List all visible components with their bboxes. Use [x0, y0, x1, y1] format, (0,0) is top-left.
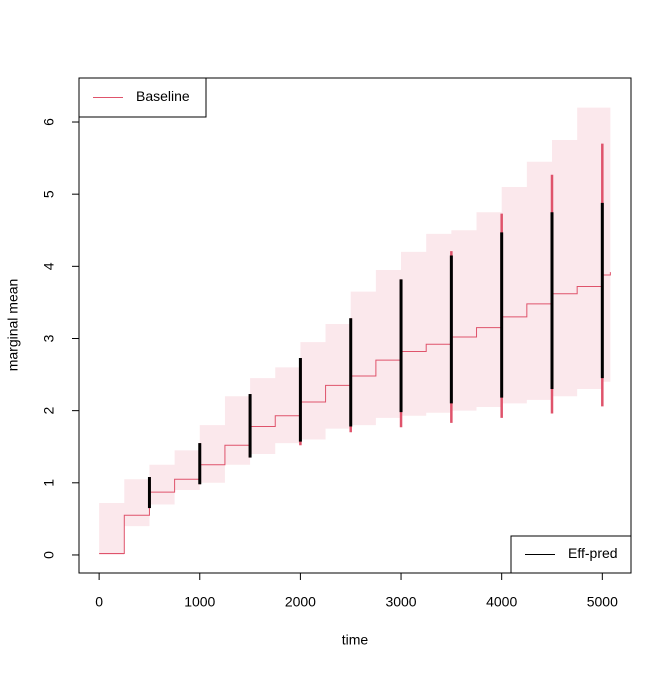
x-tick-label: 2000: [285, 594, 316, 610]
x-tick-label: 3000: [385, 594, 416, 610]
y-tick-label: 2: [41, 407, 57, 415]
y-tick-label: 5: [41, 190, 57, 198]
confidence-band: [99, 107, 611, 555]
x-tick-label: 0: [95, 594, 103, 610]
legend-box: [78, 77, 207, 118]
legend-label: Eff-pred: [568, 545, 618, 561]
y-tick-label: 1: [41, 479, 57, 487]
x-tick-label: 1000: [184, 594, 215, 610]
x-tick-label: 4000: [486, 594, 517, 610]
y-tick-label: 6: [41, 118, 57, 126]
x-tick-label: 5000: [587, 594, 618, 610]
y-tick-label: 3: [41, 334, 57, 342]
legend-label: Baseline: [136, 88, 190, 104]
x-axis-label: time: [342, 632, 369, 648]
y-tick-label: 0: [41, 551, 57, 559]
plot-frame: [78, 77, 632, 574]
y-axis-label: marginal mean: [5, 279, 21, 372]
y-tick-label: 4: [41, 262, 57, 270]
